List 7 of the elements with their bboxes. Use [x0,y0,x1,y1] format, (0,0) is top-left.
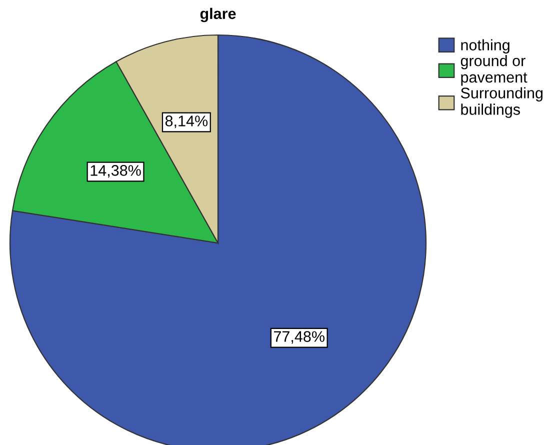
legend-label: ground or pavement [460,54,528,86]
data-label: 8,14% [165,116,208,128]
data-label: 14,38% [90,165,141,178]
chart-title: glare [200,8,236,22]
legend-label: nothing [461,39,510,54]
data-label: 77,48% [274,331,324,344]
legend-label: Surrounding buildings [460,87,542,118]
